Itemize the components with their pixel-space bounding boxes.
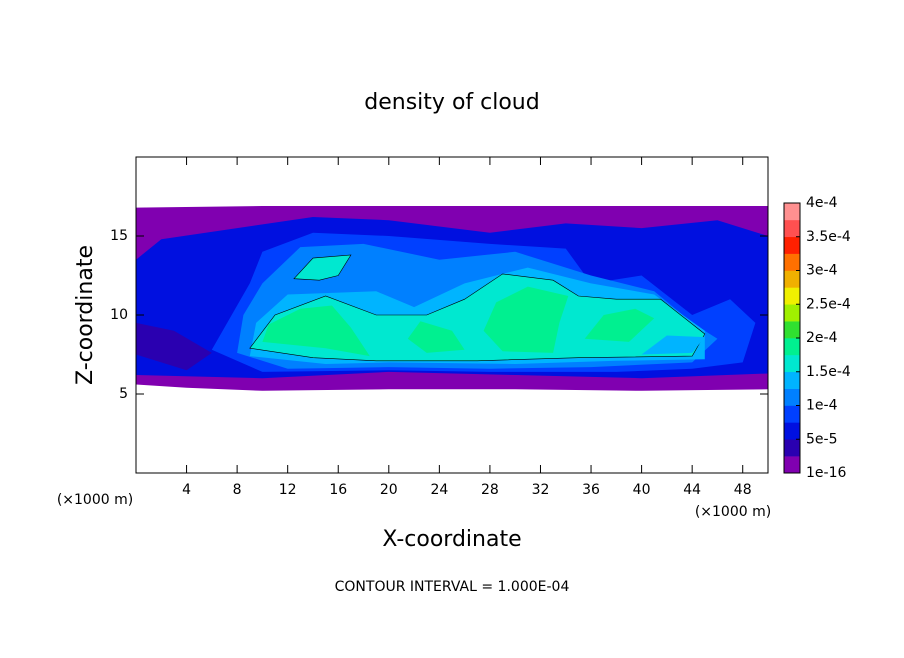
colorbar-label: 1.5e-4 — [806, 364, 851, 380]
colorbar-swatch — [784, 287, 800, 305]
colorbar-label: 1e-16 — [806, 465, 846, 481]
x-tick-label: 36 — [582, 482, 600, 498]
colorbar-swatch — [784, 253, 800, 271]
colorbar-swatch — [784, 354, 800, 373]
colorbar-swatch — [784, 371, 800, 389]
y-unit: (×1000 m) — [57, 492, 133, 508]
colorbar-swatch — [784, 203, 800, 221]
x-unit: (×1000 m) — [695, 504, 771, 520]
x-tick-label: 28 — [481, 482, 499, 498]
x-axis-label: X-coordinate — [382, 527, 521, 552]
chart-title: density of cloud — [364, 90, 539, 115]
x-tick-label: 8 — [233, 482, 242, 498]
colorbar-label: 2e-4 — [806, 330, 838, 346]
contour-fill — [641, 335, 705, 355]
x-tick-label: 32 — [532, 482, 550, 498]
x-tick-label: 48 — [734, 482, 752, 498]
colorbar-swatch — [784, 388, 800, 406]
colorbar-label: 5e-5 — [806, 431, 837, 447]
colorbar-swatch — [784, 439, 800, 457]
colorbar-swatch — [784, 304, 800, 322]
y-tick-label: 15 — [110, 228, 128, 244]
footer: CONTOUR INTERVAL = 1.000E-04 — [335, 579, 570, 595]
colorbar-swatch — [784, 456, 800, 474]
colorbar-label: 3e-4 — [806, 263, 838, 279]
contour-fill — [584, 308, 655, 342]
x-tick-label: 20 — [380, 482, 398, 498]
y-tick-label: 5 — [119, 386, 128, 402]
colorbar-swatch — [784, 219, 800, 238]
x-tick-label: 24 — [430, 482, 448, 498]
y-tick-label: 10 — [110, 307, 128, 323]
colorbar-swatch — [784, 321, 800, 339]
colorbar-swatch — [784, 270, 800, 288]
contour-fill — [136, 322, 212, 371]
y-axis-label: Z-coordinate — [73, 245, 98, 385]
contour-fill — [483, 286, 569, 353]
x-tick-label: 40 — [633, 482, 651, 498]
colorbar-swatch — [784, 236, 800, 254]
x-tick-label: 16 — [329, 482, 347, 498]
colorbar-swatch — [784, 338, 800, 356]
x-tick-label: 44 — [683, 482, 701, 498]
contour-fill — [293, 254, 352, 281]
x-tick-label: 12 — [279, 482, 297, 498]
contour-fill — [262, 305, 370, 357]
colorbar-label: 1e-4 — [806, 398, 838, 414]
colorbar-label: 4e-4 — [806, 195, 838, 211]
x-tick-label: 4 — [182, 482, 191, 498]
colorbar-label: 3.5e-4 — [806, 229, 851, 245]
colorbar-label: 2.5e-4 — [806, 296, 851, 312]
contour-fill — [407, 321, 465, 353]
colorbar-swatch — [784, 422, 800, 440]
colorbar-swatch — [784, 405, 800, 423]
field — [136, 206, 768, 391]
